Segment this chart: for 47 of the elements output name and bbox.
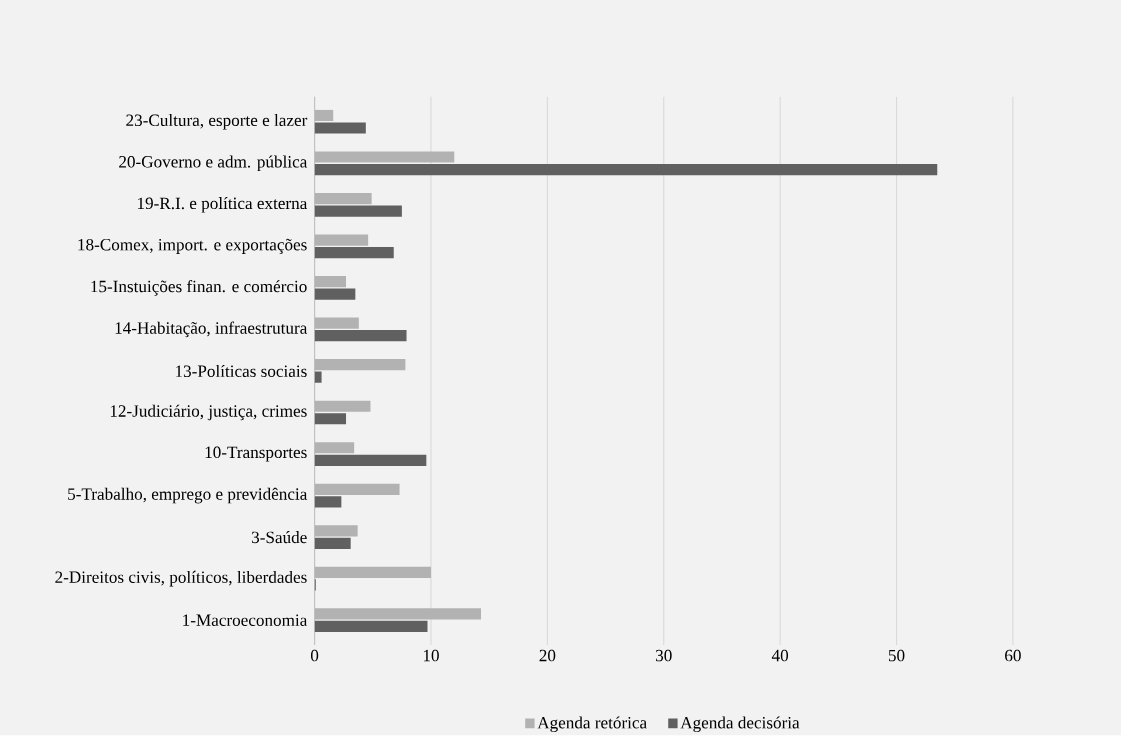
- y-tick-label: 10-Transportes: [205, 446, 307, 462]
- bar: [314, 317, 359, 329]
- bar: [314, 247, 394, 259]
- bar: [314, 234, 369, 246]
- y-tick-label: 5-Trabalho, emprego e previdência: [68, 487, 308, 504]
- y-tick-label: 12-Judiciário, justiça, crimes: [110, 404, 307, 421]
- bar: [314, 122, 366, 134]
- bar: [314, 276, 347, 288]
- legend-label: Agenda decisória: [680, 716, 800, 733]
- y-tick-label: 1-Macroeconomia: [183, 614, 308, 627]
- x-tick-label: 40: [771, 649, 789, 662]
- y-tick-label: 15-Instuições finan. e comércio: [91, 280, 307, 296]
- bar: [314, 608, 482, 620]
- x-tick-label: 50: [888, 649, 905, 662]
- bar: [314, 566, 431, 579]
- bar: [314, 371, 322, 384]
- bar: [314, 496, 342, 508]
- x-tick-label: 30: [656, 649, 672, 662]
- x-tick-label: 0: [310, 649, 319, 662]
- bar: [314, 454, 427, 467]
- y-tick-label: 20-Governo e adm. pública: [119, 155, 308, 172]
- y-tick-label: 14-Habitação, infraestrutura: [115, 321, 308, 338]
- y-tick-label: 23-Cultura, esporte e lazer: [126, 114, 308, 130]
- bar: [314, 193, 372, 205]
- bar: [314, 288, 356, 300]
- bar: [314, 330, 407, 342]
- bar: [314, 110, 334, 122]
- x-tick-label: 20: [539, 649, 556, 662]
- bar: [314, 413, 347, 425]
- bar: [314, 359, 406, 371]
- bar: [314, 525, 358, 537]
- y-tick-label: 19-R.I. e política externa: [138, 197, 308, 213]
- bar: [314, 400, 371, 413]
- y-tick-label: 2-Direitos civis, políticos, liberdades: [55, 571, 307, 587]
- bar: [314, 537, 351, 550]
- bar: [314, 483, 400, 496]
- y-tick-label: 3-Saúde: [251, 531, 307, 544]
- legend-label: Agenda retórica: [537, 716, 647, 733]
- bar: [314, 442, 355, 454]
- bar: [314, 205, 402, 217]
- y-tick-label: 13-Políticas sociais: [176, 365, 307, 378]
- x-tick-label: 10: [423, 649, 439, 662]
- bar: [314, 164, 938, 176]
- bar: [314, 151, 455, 163]
- y-tick-label: 18-Comex, import. e exportações: [78, 238, 307, 255]
- bar: [314, 621, 428, 633]
- x-tick-label: 60: [1005, 649, 1021, 662]
